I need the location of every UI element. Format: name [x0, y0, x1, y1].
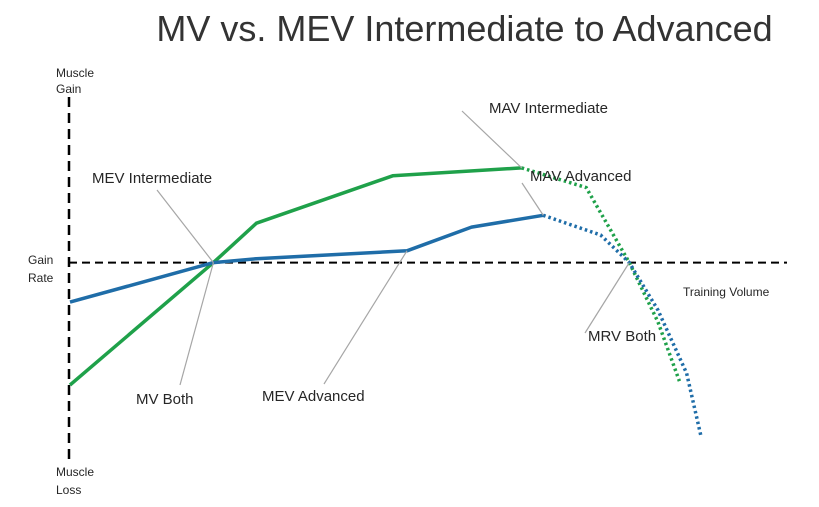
annotation-leader-4 [323, 250, 408, 385]
x-axis-label: Training Volume [683, 285, 770, 299]
annotation-label-mrv-both: MRV Both [588, 328, 656, 345]
y-middle-label-line1: Gain [28, 253, 53, 267]
annotation-leader-5 [584, 262, 630, 334]
chart-title: MV vs. MEV Intermediate to Advanced [156, 8, 773, 49]
annotation-label-mev-intermediate: MEV Intermediate [92, 170, 212, 187]
annotation-leader-3 [179, 262, 214, 386]
annotation-label-mev-advanced: MEV Advanced [262, 388, 365, 405]
y-top-label-line2: Gain [56, 82, 81, 96]
annotation-label-mav-intermediate: MAV Intermediate [489, 100, 608, 117]
annotation-layer: MAV Intermediate MEV Intermediate MAV Ad… [92, 100, 656, 408]
series-1-solid-line [69, 213, 544, 304]
annotation-label-mv-both: MV Both [136, 391, 194, 408]
annotation-label-mav-advanced: MAV Advanced [530, 168, 631, 185]
annotation-leader-1 [156, 189, 214, 263]
annotation-leader-0 [461, 110, 523, 169]
annotation-leader-2 [521, 182, 544, 216]
y-top-label-line1: Muscle [56, 66, 94, 80]
series-0-dotted-line [521, 166, 682, 382]
series-layer [68, 166, 703, 437]
y-middle-label-line2: Rate [28, 271, 54, 285]
y-bottom-label-line2: Loss [56, 483, 81, 497]
y-bottom-label-line1: Muscle [56, 465, 94, 479]
series-1-dotted-line [542, 213, 703, 437]
series-0-solid-line [68, 166, 522, 387]
